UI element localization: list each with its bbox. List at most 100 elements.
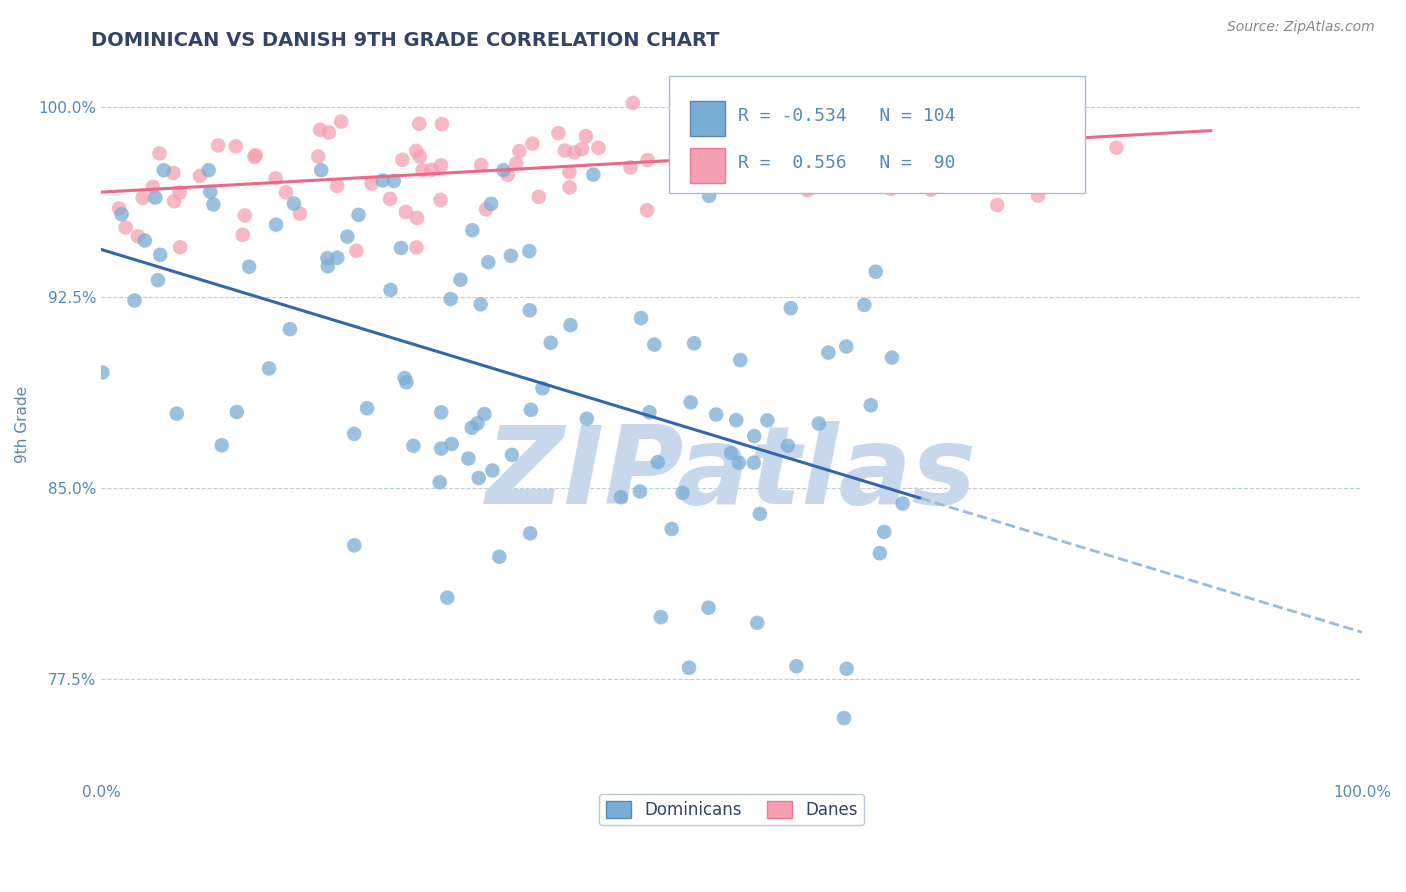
Point bbox=[360, 177, 382, 191]
Point bbox=[915, 105, 938, 120]
Point bbox=[517, 244, 540, 258]
Point bbox=[197, 163, 219, 178]
Point bbox=[430, 442, 453, 456]
Point bbox=[440, 292, 463, 306]
Point bbox=[461, 223, 484, 237]
Point bbox=[264, 171, 287, 186]
Point bbox=[477, 255, 499, 269]
Text: R =  0.556   N =  90: R = 0.556 N = 90 bbox=[738, 154, 956, 172]
Point bbox=[124, 293, 146, 308]
Point bbox=[742, 119, 765, 133]
Point bbox=[283, 196, 305, 211]
Point bbox=[1026, 188, 1049, 202]
Point bbox=[382, 174, 405, 188]
Point bbox=[479, 196, 502, 211]
Point bbox=[880, 182, 903, 196]
Point bbox=[697, 600, 720, 615]
Point bbox=[748, 507, 770, 521]
Point bbox=[501, 448, 523, 462]
Point bbox=[1105, 141, 1128, 155]
Point bbox=[142, 179, 165, 194]
Point bbox=[166, 407, 188, 421]
Y-axis label: 9th Grade: 9th Grade bbox=[15, 386, 30, 463]
FancyBboxPatch shape bbox=[669, 76, 1084, 193]
Point bbox=[169, 240, 191, 254]
Point bbox=[925, 133, 948, 147]
Point bbox=[134, 234, 156, 248]
Point bbox=[278, 322, 301, 336]
Point bbox=[406, 211, 429, 225]
Point bbox=[796, 183, 818, 197]
Point bbox=[347, 208, 370, 222]
Point bbox=[405, 240, 427, 254]
Point bbox=[405, 144, 427, 158]
Point bbox=[756, 169, 779, 184]
Point bbox=[163, 194, 186, 209]
Point bbox=[898, 95, 921, 109]
Point bbox=[245, 148, 267, 162]
Point bbox=[638, 405, 661, 419]
Point bbox=[869, 546, 891, 560]
Bar bbox=[690, 147, 725, 183]
Point bbox=[391, 153, 413, 167]
Point bbox=[316, 251, 339, 265]
Point bbox=[470, 158, 492, 172]
Point bbox=[232, 227, 254, 242]
Point bbox=[309, 122, 332, 136]
Point bbox=[420, 162, 443, 177]
Point bbox=[706, 150, 728, 164]
Point bbox=[429, 193, 451, 207]
Point bbox=[412, 163, 434, 178]
Point bbox=[942, 111, 965, 125]
Point bbox=[562, 145, 585, 160]
Point bbox=[143, 191, 166, 205]
Point bbox=[683, 336, 706, 351]
Point bbox=[793, 147, 815, 161]
Point bbox=[148, 146, 170, 161]
Point bbox=[807, 417, 830, 431]
Point bbox=[835, 339, 858, 353]
Point bbox=[527, 190, 550, 204]
Point bbox=[200, 185, 222, 199]
Point bbox=[558, 165, 581, 179]
Point bbox=[429, 475, 451, 490]
Point bbox=[356, 401, 378, 416]
Point bbox=[720, 446, 742, 460]
Point bbox=[697, 134, 720, 148]
Point bbox=[152, 163, 174, 178]
Point bbox=[637, 153, 659, 167]
Point bbox=[725, 148, 748, 162]
Point bbox=[492, 163, 515, 178]
Point bbox=[475, 202, 498, 217]
Point bbox=[408, 117, 430, 131]
Point bbox=[610, 490, 633, 504]
Point bbox=[225, 405, 247, 419]
Point bbox=[108, 202, 131, 216]
Point bbox=[575, 129, 598, 144]
Point bbox=[779, 301, 801, 315]
Point bbox=[575, 411, 598, 425]
Point bbox=[149, 248, 172, 262]
Point bbox=[450, 273, 472, 287]
Point bbox=[817, 345, 839, 359]
Point bbox=[973, 134, 995, 148]
Point bbox=[717, 173, 740, 187]
Text: Source: ZipAtlas.com: Source: ZipAtlas.com bbox=[1227, 20, 1375, 34]
Point bbox=[202, 197, 225, 211]
Point bbox=[488, 549, 510, 564]
Point bbox=[207, 138, 229, 153]
Point bbox=[394, 371, 416, 385]
Point bbox=[481, 463, 503, 477]
Point bbox=[742, 456, 765, 470]
Point bbox=[728, 456, 751, 470]
Point bbox=[238, 260, 260, 274]
Point bbox=[873, 524, 896, 539]
Point bbox=[162, 166, 184, 180]
Point bbox=[395, 205, 418, 219]
Point bbox=[547, 126, 569, 140]
Point bbox=[110, 207, 132, 221]
Point bbox=[893, 128, 915, 142]
Point bbox=[288, 207, 311, 221]
Text: ZIPatlas: ZIPatlas bbox=[486, 421, 977, 527]
Point bbox=[742, 429, 765, 443]
